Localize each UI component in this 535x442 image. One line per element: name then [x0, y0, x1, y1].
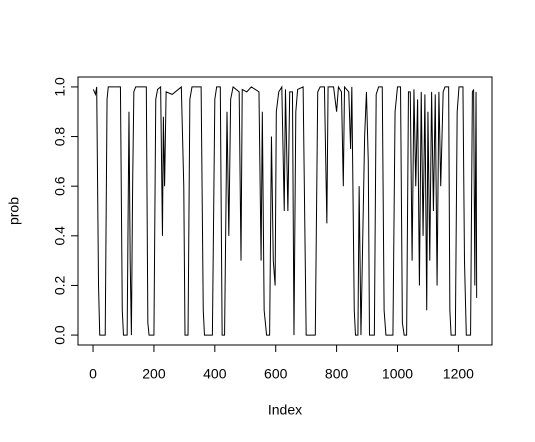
y-axis-label: prob [6, 197, 22, 225]
x-tick-label: 0 [89, 366, 97, 382]
x-tick-label: 400 [203, 366, 227, 382]
x-tick-label: 1000 [382, 366, 413, 382]
y-tick-label: 0.0 [52, 325, 68, 345]
y-tick-label: 0.6 [52, 176, 68, 196]
y-tick-label: 0.4 [52, 226, 68, 246]
x-tick-label: 600 [264, 366, 288, 382]
y-tick-label: 0.8 [52, 127, 68, 147]
y-tick-label: 1.0 [52, 77, 68, 97]
x-tick-label: 800 [325, 366, 349, 382]
x-tick-label: 200 [142, 366, 166, 382]
x-tick-label: 1200 [443, 366, 474, 382]
x-axis-label: Index [268, 402, 302, 418]
data-line [92, 85, 478, 336]
y-tick-label: 0.2 [52, 276, 68, 296]
